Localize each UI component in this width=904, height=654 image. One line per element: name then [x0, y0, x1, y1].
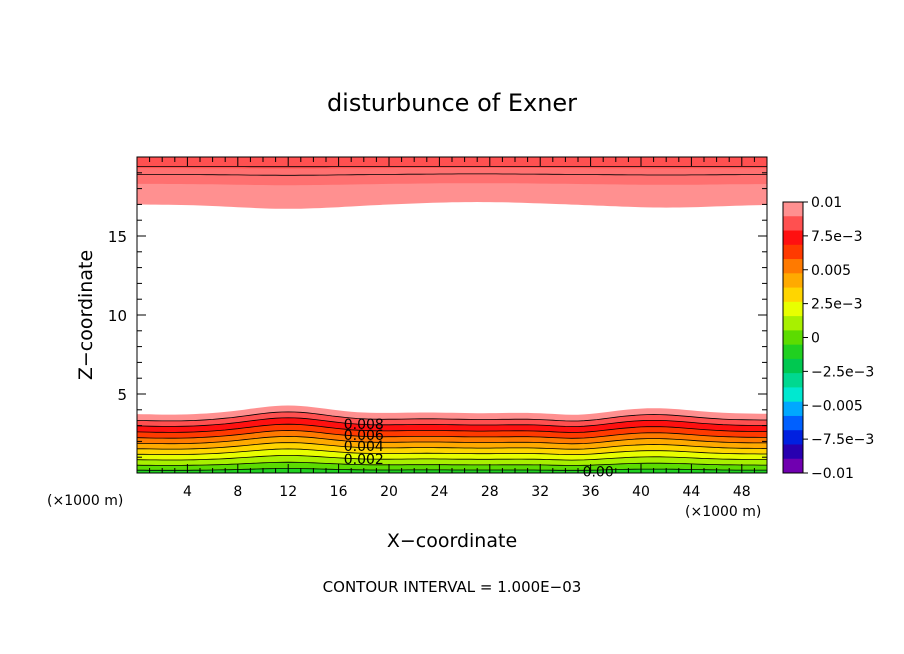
- contour-line: [137, 442, 768, 450]
- colorbar-swatch: [783, 244, 803, 260]
- x-tick-label: 36: [582, 484, 600, 500]
- contour-label: 0.00: [583, 464, 614, 480]
- x-tick-label: 28: [481, 484, 499, 500]
- x-tick-label: 8: [233, 484, 242, 500]
- x-tick-label: 4: [183, 484, 192, 500]
- colorbar: 0.01 7.5e−3 0.005 2.5e−3 0 −2.5e−3 −0.005 −7.5e…: [782, 195, 874, 482]
- colorbar-swatch: [783, 330, 803, 346]
- x-tick-label: 44: [682, 484, 700, 500]
- colorbar-swatch: [783, 387, 803, 403]
- colorbar-tick-label: −2.5e−3: [811, 364, 874, 380]
- x-unit-label-left: (×1000 m): [47, 493, 123, 509]
- colorbar-tick-label: 0.005: [811, 263, 851, 279]
- colorbar-swatch: [783, 344, 803, 360]
- colorbar-swatch: [783, 458, 803, 474]
- y-tick-label: 15: [108, 228, 127, 246]
- colorbar-swatch: [783, 216, 803, 232]
- x-tick-label: 16: [330, 484, 348, 500]
- colorbar-swatch: [783, 273, 803, 289]
- x-tick-label: 40: [632, 484, 650, 500]
- contour-line: [136, 411, 767, 422]
- colorbar-swatch: [783, 358, 803, 374]
- contour-label: 0.006: [344, 428, 384, 444]
- contour-line: [136, 435, 767, 445]
- contour-label: 0.008: [344, 417, 384, 433]
- contour-label: 0.002: [344, 452, 384, 468]
- colorbar-tick-label: 0: [811, 331, 820, 347]
- y-axis: 5 10 15: [108, 156, 767, 474]
- x-tick-label: 24: [430, 484, 448, 500]
- colorbar-swatch: [783, 316, 803, 331]
- contour-line: [136, 461, 767, 466]
- contour-fills: [137, 157, 767, 473]
- x-tick-label: 20: [380, 484, 398, 500]
- colorbar-swatch: [783, 202, 803, 217]
- colorbar-tick-label: −7.5e−3: [811, 432, 874, 448]
- colorbar-tick-label: −0.01: [811, 466, 854, 482]
- contour-line: [136, 430, 767, 439]
- colorbar-swatch: [783, 430, 803, 445]
- x-tick-label: 12: [279, 484, 297, 500]
- colorbar-swatch: [783, 401, 803, 417]
- contour-interval-note: CONTOUR INTERVAL = 1.000E−03: [323, 578, 582, 596]
- colorbar-tick-label: 2.5e−3: [811, 297, 863, 313]
- top-contour-line: [137, 173, 767, 176]
- colorbar-swatch: [783, 301, 803, 317]
- x-axis: 4 8 12 16 20 24 28 32 36 40 44 48: [136, 157, 768, 500]
- colorbar-swatch: [783, 415, 803, 431]
- x-unit-label-right: (×1000 m): [685, 504, 761, 520]
- contour-line: [136, 417, 767, 427]
- colorbar-tick-label: 7.5e−3: [811, 229, 863, 245]
- colorbar-swatch: [783, 373, 803, 388]
- x-tick-label: 32: [531, 484, 549, 500]
- colorbar-swatch: [783, 230, 803, 246]
- contour-line: [136, 423, 768, 433]
- contour-line: [136, 455, 767, 461]
- chart-title: disturbunce of Exner: [327, 89, 577, 117]
- contour-label: 0.004: [344, 439, 384, 455]
- y-tick-label: 5: [117, 386, 127, 404]
- colorbar-tick-label: 0.01: [811, 195, 842, 211]
- colorbar-swatch: [783, 444, 803, 460]
- top-band-inner: [137, 157, 767, 169]
- y-axis-title: Z−coordinate: [75, 250, 97, 380]
- y-tick-label: 10: [108, 307, 127, 325]
- x-tick-label: 48: [733, 484, 751, 500]
- contour-line: [137, 448, 767, 456]
- colorbar-tick-label: −0.005: [811, 398, 863, 414]
- colorbar-swatch: [783, 287, 803, 303]
- x-axis-title: X−coordinate: [387, 530, 517, 552]
- contour-lines: [136, 165, 768, 471]
- colorbar-swatch: [783, 259, 803, 274]
